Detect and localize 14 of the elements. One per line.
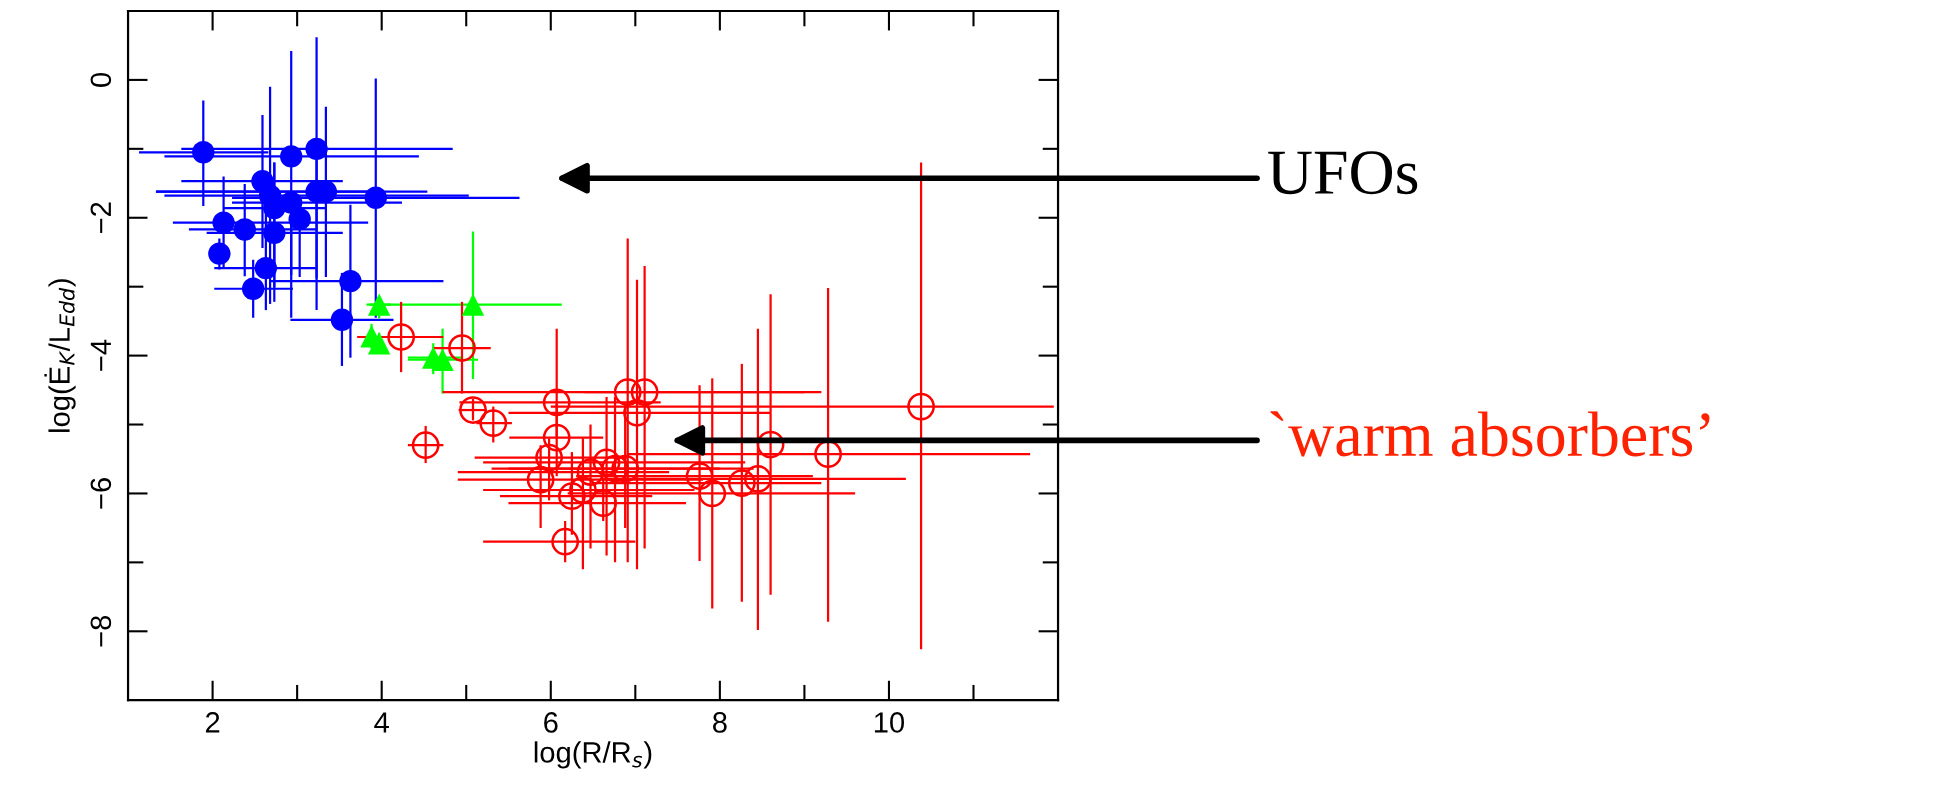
x-tick-label: 4 — [374, 712, 389, 733]
y-tick-label: −2 — [90, 202, 111, 233]
x-tick-label: 6 — [544, 712, 558, 733]
y-tick-label: −8 — [90, 615, 112, 647]
x-axis-title: log(R/R$_{s}$) — [534, 741, 652, 769]
y-tick-label: 0 — [90, 72, 112, 87]
x-tick-label: 10 — [874, 712, 905, 733]
text: `warm absorbers’ — [1270, 411, 1710, 457]
x-tick-label: 2 — [205, 712, 220, 733]
y-tick-label: −6 — [90, 478, 112, 509]
x-tick-label: 8 — [713, 712, 727, 733]
text: UFOs — [1268, 151, 1418, 195]
y-axis-title: log(Ė$_{K}$/L$_{Edd}$) — [44, 279, 76, 432]
y-tick-label: −4 — [90, 339, 111, 371]
